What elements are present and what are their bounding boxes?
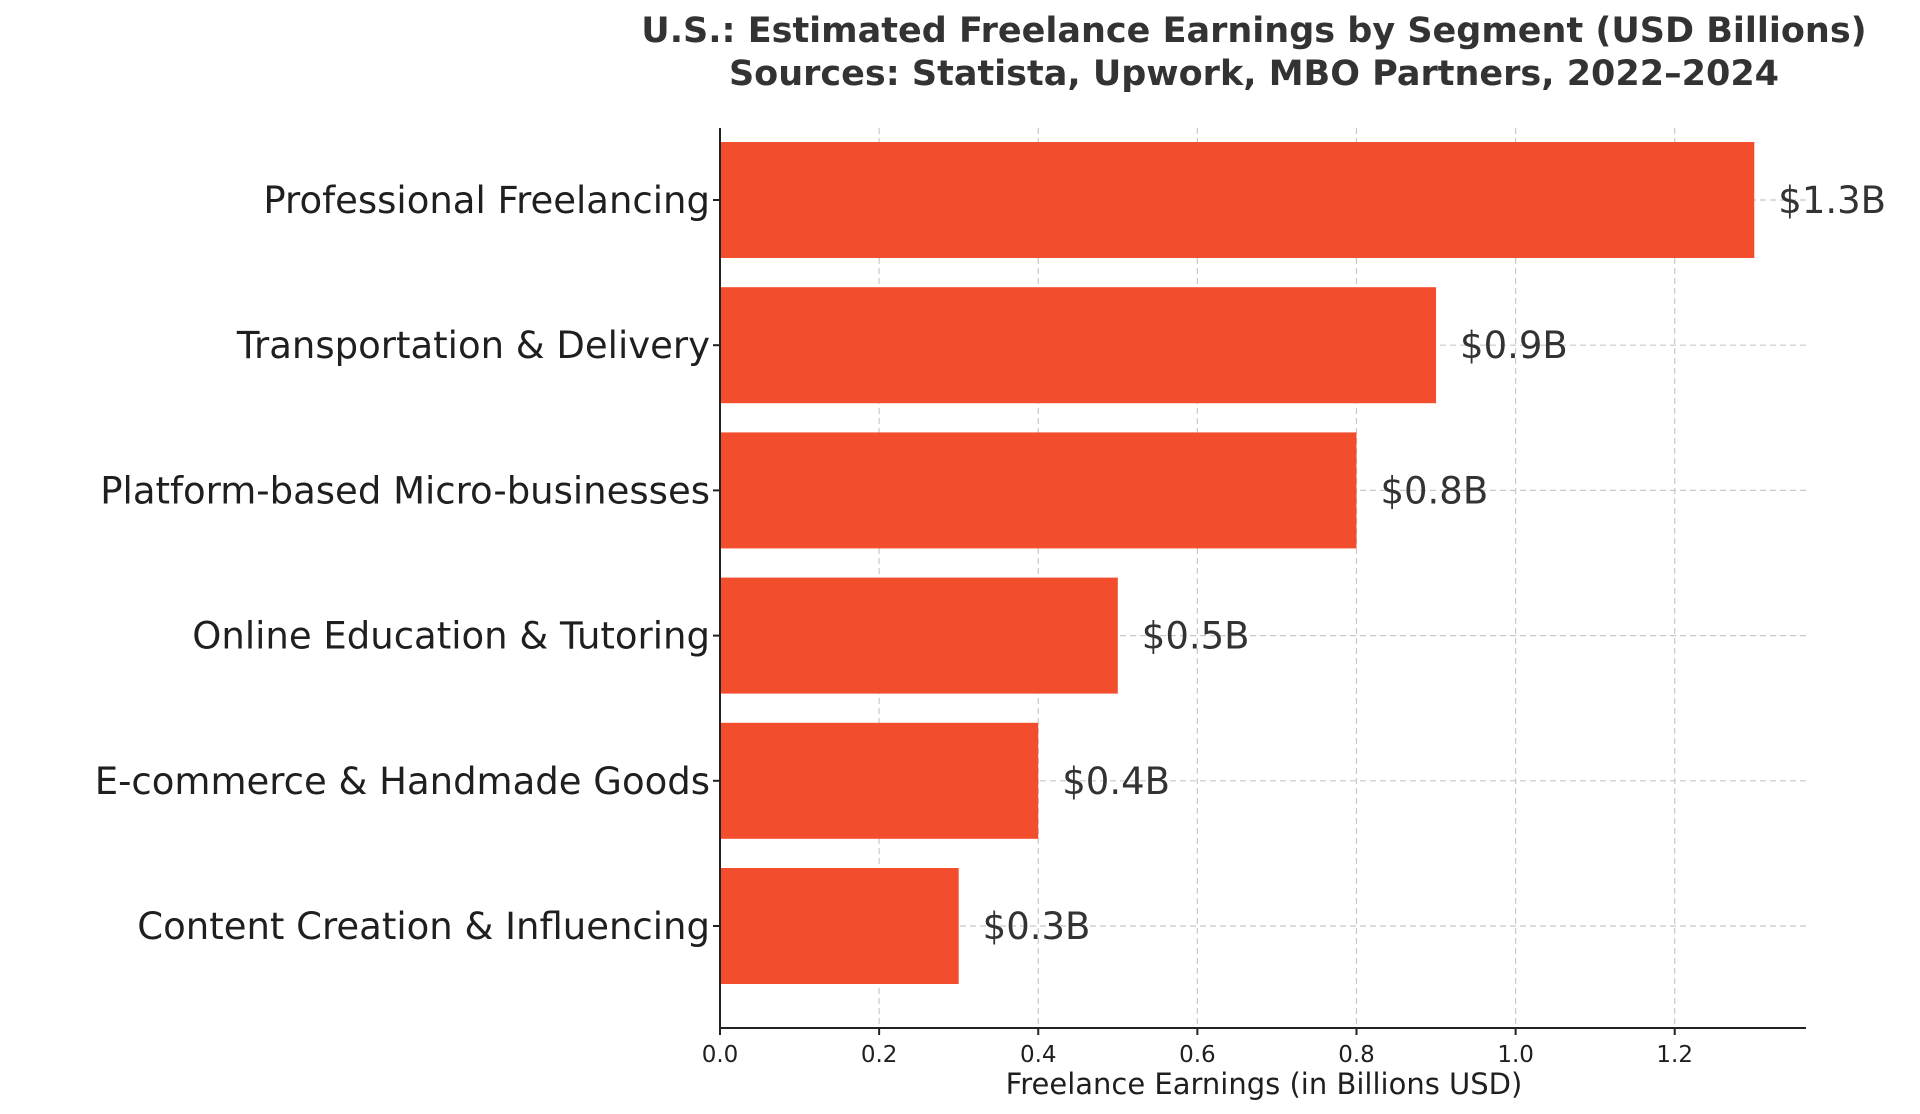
data-label: $0.3B xyxy=(983,905,1091,948)
bar[interactable] xyxy=(720,722,1039,839)
category-label: Online Education & Tutoring xyxy=(192,615,710,658)
category-label: E-commerce & Handmade Goods xyxy=(95,760,710,803)
x-axis-title: Freelance Earnings (in Billions USD) xyxy=(1006,1067,1523,1101)
bar[interactable] xyxy=(720,142,1755,258)
bar[interactable] xyxy=(720,868,959,984)
x-tick-label: 0.4 xyxy=(1020,1042,1057,1068)
category-label: Content Creation & Influencing xyxy=(137,905,710,948)
bar-layer: $1.3B $0.9B $0.8B $0.5B $0.4B $0.3B xyxy=(720,142,1886,984)
x-tick-label: 0.6 xyxy=(1179,1042,1216,1068)
data-label: $0.4B xyxy=(1062,760,1170,803)
x-tick-label: 0.2 xyxy=(861,1042,898,1068)
x-tick-label: 0.0 xyxy=(702,1042,739,1068)
data-label: $1.3B xyxy=(1778,179,1886,222)
bar[interactable] xyxy=(720,577,1118,694)
category-label: Transportation & Delivery xyxy=(236,324,710,367)
category-label: Professional Freelancing xyxy=(263,179,710,222)
bar[interactable] xyxy=(720,432,1357,549)
chart-subtitle: Sources: Statista, Upwork, MBO Partners,… xyxy=(729,54,1779,94)
data-label: $0.5B xyxy=(1142,615,1250,658)
axis-layer: Professional Freelancing Transportation &… xyxy=(95,128,1806,1068)
data-label: $0.8B xyxy=(1380,469,1488,512)
chart-title: U.S.: Estimated Freelance Earnings by Se… xyxy=(641,11,1866,51)
x-tick-label: 1.0 xyxy=(1497,1042,1534,1068)
bar[interactable] xyxy=(720,287,1437,404)
category-label: Platform-based Micro-businesses xyxy=(100,469,710,512)
x-tick-label: 1.2 xyxy=(1656,1042,1693,1068)
x-tick-label: 0.8 xyxy=(1338,1042,1375,1068)
data-label: $0.9B xyxy=(1460,324,1568,367)
